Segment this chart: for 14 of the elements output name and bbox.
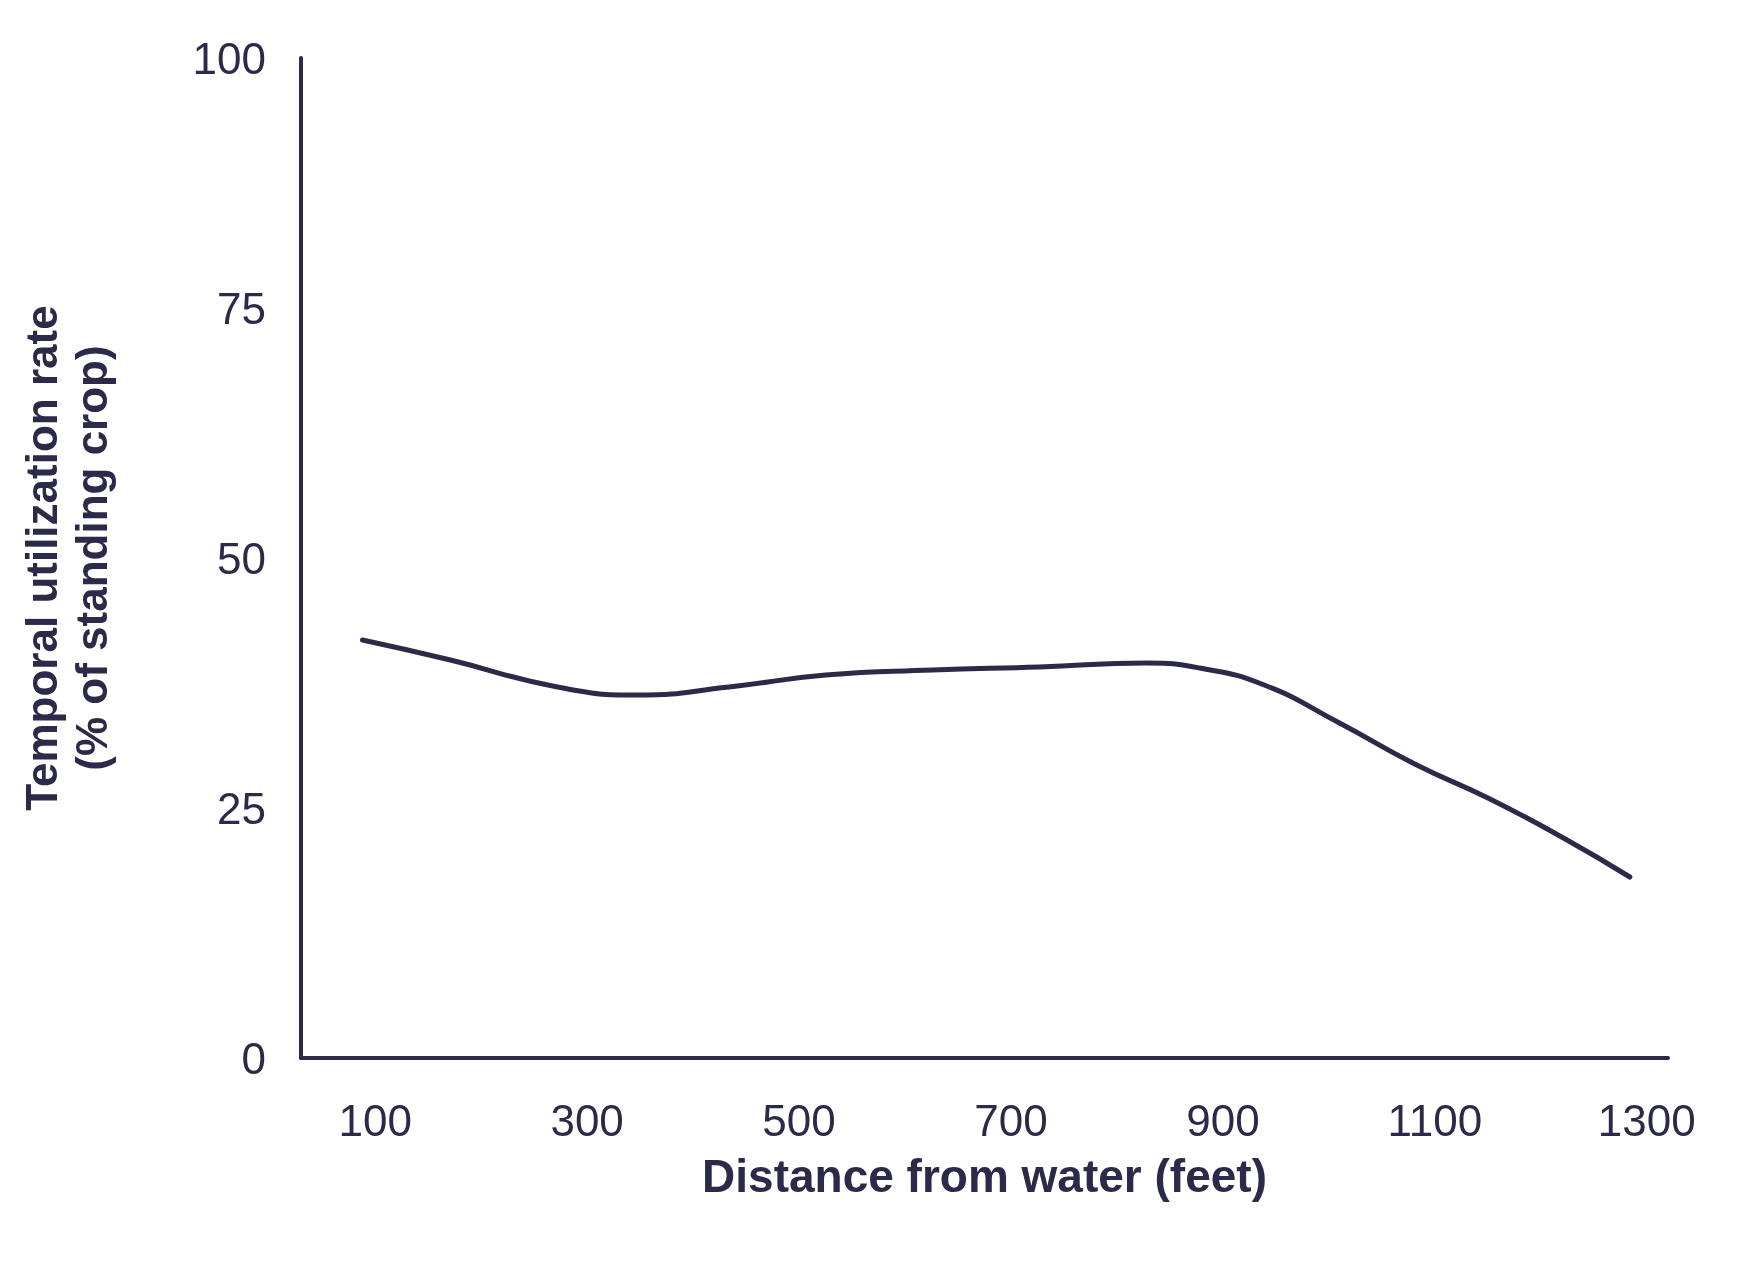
x-axis-title: Distance from water (feet) [702, 1150, 1267, 1202]
x-tick-label: 1300 [1597, 1095, 1696, 1145]
x-tick-label: 500 [762, 1095, 836, 1145]
y-axis-title: Temporal utilization rate (% of standing crop) [16, 305, 116, 811]
x-tick-label: 900 [1186, 1095, 1260, 1145]
x-tick-label: 300 [550, 1095, 624, 1145]
x-tick-label: 1100 [1387, 1095, 1483, 1145]
y-tick-label: 75 [217, 283, 266, 333]
x-tick-label: 100 [338, 1095, 412, 1145]
y-tick-label: 0 [241, 1033, 266, 1083]
y-tick-label: 100 [192, 33, 266, 83]
y-tick-label: 50 [217, 533, 266, 583]
x-tick-label: 700 [974, 1095, 1048, 1145]
y-tick-label: 25 [217, 783, 266, 833]
